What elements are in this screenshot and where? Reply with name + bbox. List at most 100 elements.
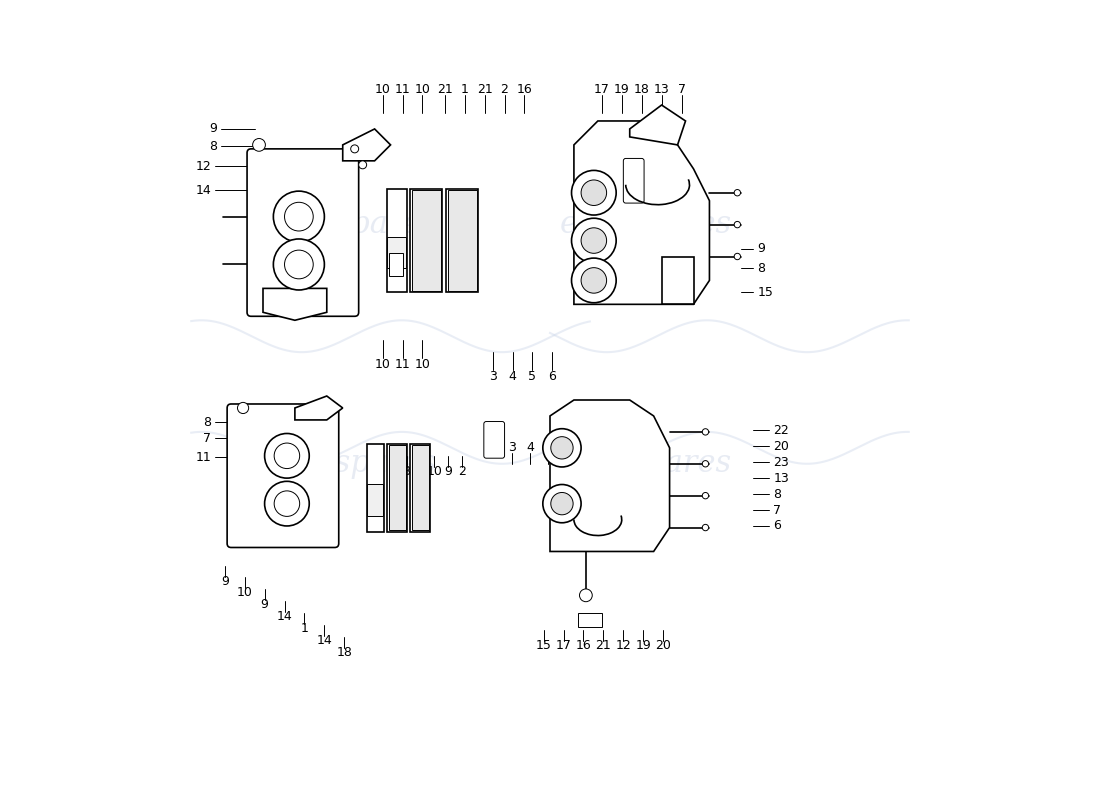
Text: 9: 9 <box>444 466 452 478</box>
Text: 2: 2 <box>500 82 508 95</box>
Text: 17: 17 <box>556 639 572 652</box>
Text: 10: 10 <box>415 358 430 370</box>
Circle shape <box>572 218 616 263</box>
Circle shape <box>285 202 314 231</box>
Polygon shape <box>629 105 685 145</box>
Circle shape <box>551 437 573 459</box>
Text: 4: 4 <box>508 370 517 382</box>
Text: 3: 3 <box>508 442 516 454</box>
Circle shape <box>551 493 573 515</box>
Text: 1: 1 <box>461 82 469 95</box>
FancyBboxPatch shape <box>387 444 407 531</box>
FancyBboxPatch shape <box>386 189 407 292</box>
Text: 8: 8 <box>204 416 211 429</box>
Text: 15: 15 <box>757 286 773 299</box>
FancyBboxPatch shape <box>387 237 406 269</box>
Text: 3: 3 <box>488 370 496 382</box>
Text: eurospares: eurospares <box>560 448 732 479</box>
Text: 10: 10 <box>375 358 390 370</box>
Circle shape <box>581 268 606 293</box>
Circle shape <box>581 180 606 206</box>
Text: 5: 5 <box>528 370 537 382</box>
Text: 10: 10 <box>375 82 390 95</box>
Text: 8: 8 <box>773 487 781 501</box>
Circle shape <box>734 190 740 196</box>
FancyBboxPatch shape <box>227 404 339 547</box>
Text: 9: 9 <box>221 575 229 588</box>
Circle shape <box>702 524 708 530</box>
Circle shape <box>253 138 265 151</box>
Text: 12: 12 <box>196 160 211 173</box>
Circle shape <box>351 145 359 153</box>
Text: 15: 15 <box>536 639 551 652</box>
FancyBboxPatch shape <box>412 190 441 290</box>
FancyBboxPatch shape <box>410 444 430 531</box>
Text: 11: 11 <box>395 82 410 95</box>
Text: 17: 17 <box>594 82 609 95</box>
FancyBboxPatch shape <box>366 444 384 531</box>
Circle shape <box>359 161 366 169</box>
Text: 18: 18 <box>337 646 352 659</box>
Text: 22: 22 <box>773 424 789 437</box>
Text: 11: 11 <box>395 358 410 370</box>
Circle shape <box>580 589 592 602</box>
Text: 14: 14 <box>317 634 332 647</box>
Text: 10: 10 <box>236 586 253 599</box>
FancyBboxPatch shape <box>484 422 505 458</box>
Text: 9: 9 <box>209 122 217 135</box>
Text: 16: 16 <box>575 639 592 652</box>
Polygon shape <box>295 396 343 420</box>
FancyBboxPatch shape <box>448 190 476 290</box>
Circle shape <box>572 170 616 215</box>
Circle shape <box>702 461 708 467</box>
Text: 10: 10 <box>415 82 430 95</box>
Text: 7: 7 <box>389 466 397 478</box>
Circle shape <box>572 258 616 302</box>
Text: 12: 12 <box>616 639 631 652</box>
Circle shape <box>274 491 299 516</box>
Text: 14: 14 <box>277 610 293 623</box>
Circle shape <box>542 485 581 522</box>
Polygon shape <box>343 129 390 161</box>
Circle shape <box>734 254 740 260</box>
Text: 4: 4 <box>526 442 534 454</box>
Circle shape <box>274 239 324 290</box>
Circle shape <box>702 429 708 435</box>
Text: 16: 16 <box>517 82 532 95</box>
FancyBboxPatch shape <box>412 446 429 530</box>
Circle shape <box>274 191 324 242</box>
Text: 10: 10 <box>427 466 442 478</box>
Text: 18: 18 <box>634 82 650 95</box>
Text: 8: 8 <box>403 466 410 478</box>
Circle shape <box>702 493 708 499</box>
FancyBboxPatch shape <box>578 613 602 627</box>
Text: 13: 13 <box>773 472 789 485</box>
Text: 13: 13 <box>653 82 670 95</box>
Text: 1: 1 <box>300 622 308 635</box>
Text: 7: 7 <box>678 82 685 95</box>
Text: 21: 21 <box>476 82 493 95</box>
Text: 9: 9 <box>757 242 766 255</box>
FancyBboxPatch shape <box>447 189 478 292</box>
Text: 20: 20 <box>773 440 789 453</box>
FancyBboxPatch shape <box>389 253 404 277</box>
Text: 20: 20 <box>656 639 671 652</box>
Circle shape <box>581 228 606 254</box>
Circle shape <box>734 222 740 228</box>
Text: 8: 8 <box>757 262 766 275</box>
Text: 7: 7 <box>773 503 781 517</box>
FancyBboxPatch shape <box>661 257 693 304</box>
Circle shape <box>274 443 299 469</box>
Text: 7: 7 <box>204 432 211 445</box>
Text: 6: 6 <box>773 519 781 533</box>
Text: 6: 6 <box>549 370 557 382</box>
Text: 5: 5 <box>544 442 552 454</box>
Text: 19: 19 <box>636 639 651 652</box>
FancyBboxPatch shape <box>389 446 406 530</box>
Circle shape <box>542 429 581 467</box>
Text: 8: 8 <box>209 140 217 153</box>
Polygon shape <box>550 400 670 551</box>
Text: 9: 9 <box>261 598 268 611</box>
Polygon shape <box>574 121 710 304</box>
Text: 9: 9 <box>417 466 425 478</box>
